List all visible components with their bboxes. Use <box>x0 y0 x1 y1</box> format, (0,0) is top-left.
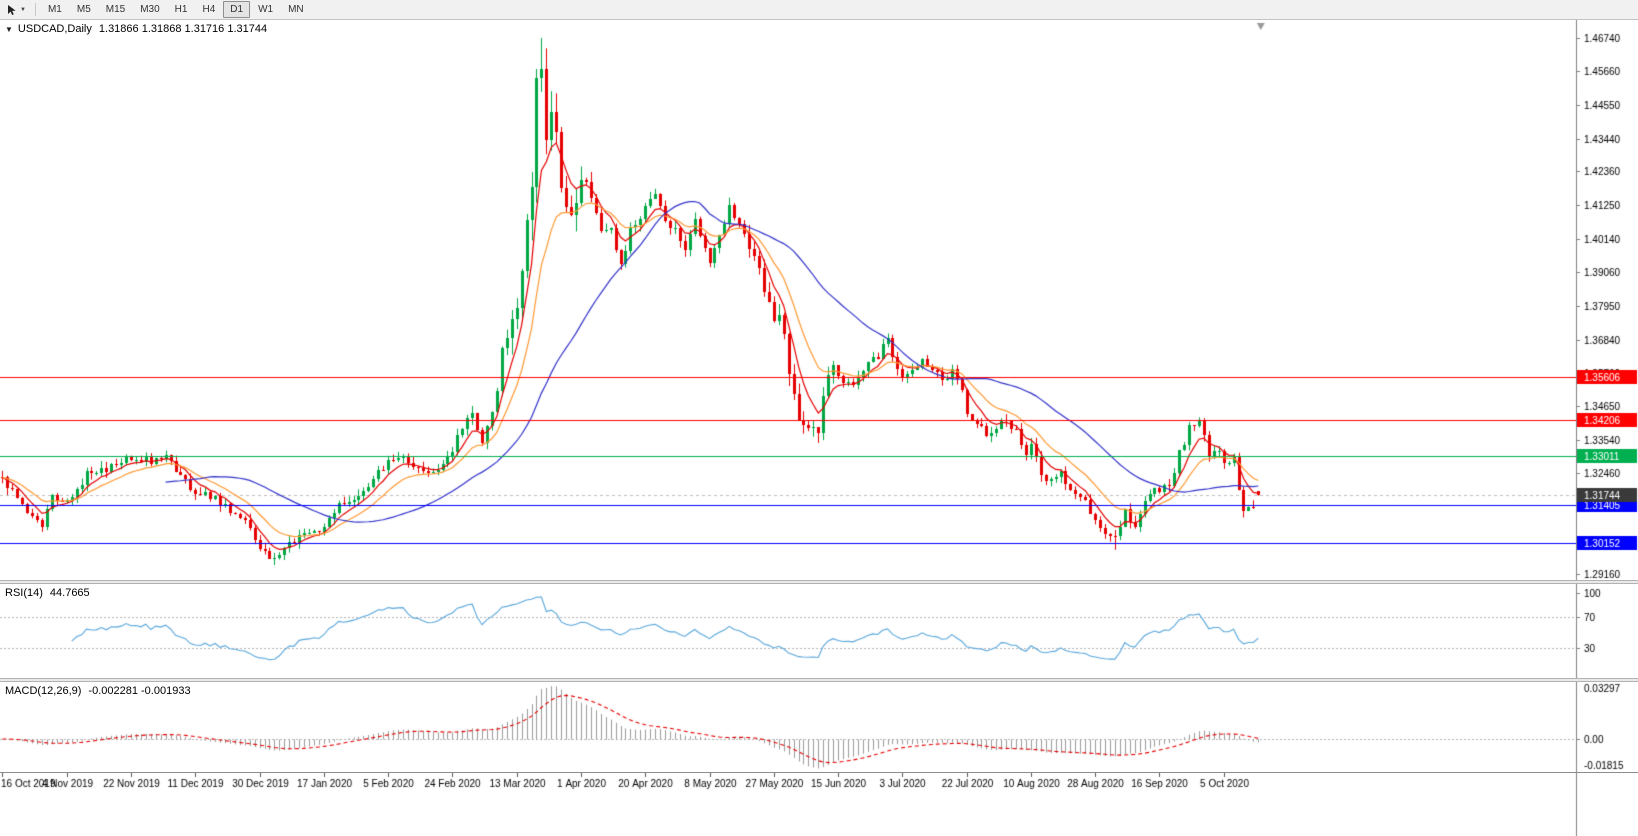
chart-title: ▼ USDCAD,Daily 1.31866 1.31868 1.31716 1… <box>5 23 267 35</box>
symbol-period-label: USDCAD,Daily <box>17 23 92 35</box>
time-axis-canvas <box>0 773 1638 836</box>
timeframe-button-d1[interactable]: D1 <box>223 1 251 18</box>
cursor-tool-button[interactable]: ▼ <box>3 3 30 17</box>
pane-divider-rsi[interactable] <box>0 580 1638 584</box>
timeframe-button-m15[interactable]: M15 <box>105 4 126 15</box>
timeframe-toolbar: ▼ M1 M5 M15 M30 H1 H4 D1 W1 MN <box>0 0 1638 20</box>
rsi-label: RSI(14) 44.7665 <box>5 587 90 599</box>
price-pane: ▼ USDCAD,Daily 1.31866 1.31868 1.31716 1… <box>0 20 1638 580</box>
time-axis[interactable] <box>0 772 1638 836</box>
macd-pane: MACD(12,26,9) -0.002281 -0.001933 <box>0 682 1638 772</box>
toolbar-separator <box>34 3 36 16</box>
timeframe-group: M1 M5 M15 M30 H1 H4 D1 W1 MN <box>41 1 311 18</box>
timeframe-button-mn[interactable]: MN <box>288 4 304 15</box>
timeframe-button-h4[interactable]: H4 <box>202 4 216 15</box>
rsi-value: 44.7665 <box>49 587 90 599</box>
price-chart-canvas[interactable] <box>0 20 1638 580</box>
timeframe-button-m1[interactable]: M1 <box>47 4 62 15</box>
timeframe-button-w1[interactable]: W1 <box>258 4 274 15</box>
ohlc-quote: 1.31866 1.31868 1.31716 1.31744 <box>98 23 268 35</box>
quick-nav-triangle-icon[interactable]: ▼ <box>5 24 13 34</box>
timeframe-button-m5[interactable]: M5 <box>76 4 91 15</box>
rsi-pane: RSI(14) 44.7665 <box>0 584 1638 678</box>
chevron-down-icon: ▼ <box>20 6 26 13</box>
macd-values: -0.002281 -0.001933 <box>88 685 191 697</box>
rsi-name: RSI(14) <box>5 587 43 599</box>
macd-label: MACD(12,26,9) -0.002281 -0.001933 <box>5 685 191 697</box>
chart-window: ▼ USDCAD,Daily 1.31866 1.31868 1.31716 1… <box>0 20 1638 836</box>
macd-canvas[interactable] <box>0 682 1638 772</box>
pane-divider-macd[interactable] <box>0 678 1638 682</box>
cursor-icon <box>8 4 16 15</box>
macd-name: MACD(12,26,9) <box>5 685 82 697</box>
timeframe-button-m30[interactable]: M30 <box>140 4 160 15</box>
rsi-canvas[interactable] <box>0 584 1638 678</box>
timeframe-button-h1[interactable]: H1 <box>174 4 188 15</box>
